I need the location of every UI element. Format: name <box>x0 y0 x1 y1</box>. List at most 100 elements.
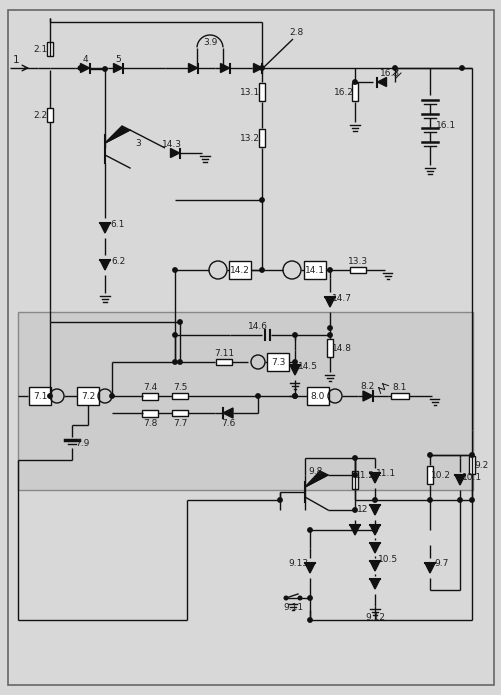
Circle shape <box>78 66 83 70</box>
Bar <box>468 456 474 474</box>
Polygon shape <box>424 563 434 573</box>
Circle shape <box>327 333 332 337</box>
Text: 8.0: 8.0 <box>310 391 325 400</box>
Bar <box>172 393 188 399</box>
Bar <box>77 387 99 405</box>
Text: 8.2: 8.2 <box>360 382 374 391</box>
Circle shape <box>260 66 264 70</box>
Bar <box>351 83 357 101</box>
Bar <box>267 353 289 371</box>
Circle shape <box>327 268 332 272</box>
Polygon shape <box>100 260 110 270</box>
Text: 10.1: 10.1 <box>461 473 481 482</box>
Text: 7.5: 7.5 <box>172 382 187 391</box>
Text: 2.8: 2.8 <box>288 28 303 37</box>
Text: 14.5: 14.5 <box>298 361 317 370</box>
Circle shape <box>292 333 297 337</box>
Text: 7.1: 7.1 <box>33 391 47 400</box>
Text: 7.8: 7.8 <box>142 418 157 427</box>
Bar <box>349 267 365 273</box>
Circle shape <box>277 498 282 502</box>
Bar <box>142 409 158 416</box>
Polygon shape <box>369 505 379 515</box>
Bar <box>390 393 408 399</box>
Text: 14.6: 14.6 <box>247 322 268 331</box>
Polygon shape <box>454 475 464 485</box>
Text: 9.8: 9.8 <box>308 466 323 475</box>
Text: 7.4: 7.4 <box>143 382 157 391</box>
Circle shape <box>172 268 177 272</box>
Circle shape <box>352 508 357 512</box>
Circle shape <box>48 394 52 398</box>
Polygon shape <box>170 149 179 158</box>
Circle shape <box>292 360 297 364</box>
Text: 4: 4 <box>82 54 88 63</box>
Polygon shape <box>113 63 122 72</box>
Polygon shape <box>105 126 130 143</box>
Circle shape <box>459 66 463 70</box>
Circle shape <box>260 198 264 202</box>
Bar <box>18 312 472 490</box>
Circle shape <box>110 394 114 398</box>
Circle shape <box>469 453 473 457</box>
Polygon shape <box>305 471 327 487</box>
Circle shape <box>292 394 297 398</box>
Text: 10.2: 10.2 <box>430 471 450 480</box>
Circle shape <box>392 66 396 70</box>
Text: 9.11: 9.11 <box>283 603 303 612</box>
Circle shape <box>172 360 177 364</box>
Text: 3: 3 <box>135 138 141 147</box>
Circle shape <box>352 80 357 84</box>
Text: 1: 1 <box>13 55 19 65</box>
Circle shape <box>372 498 376 502</box>
Text: 5: 5 <box>115 54 121 63</box>
Circle shape <box>469 498 473 502</box>
Circle shape <box>327 326 332 330</box>
Bar <box>29 387 51 405</box>
Circle shape <box>260 268 264 272</box>
Bar <box>307 387 328 405</box>
Text: 3.9: 3.9 <box>202 38 217 47</box>
Text: 14.7: 14.7 <box>331 293 351 302</box>
Polygon shape <box>220 63 229 72</box>
Polygon shape <box>222 408 232 418</box>
Circle shape <box>307 528 312 532</box>
Text: 6.1: 6.1 <box>111 220 125 229</box>
Bar <box>215 359 231 365</box>
Bar <box>47 108 53 122</box>
Text: 14.3: 14.3 <box>162 140 182 149</box>
Circle shape <box>352 456 357 460</box>
Text: 16.1: 16.1 <box>435 120 455 129</box>
Circle shape <box>292 394 297 398</box>
Circle shape <box>307 618 312 622</box>
Polygon shape <box>377 78 386 86</box>
Text: 6.2: 6.2 <box>111 256 125 265</box>
Text: 11.2: 11.2 <box>354 471 374 480</box>
Text: 10.5: 10.5 <box>377 555 397 564</box>
Text: 2.1: 2.1 <box>33 44 47 54</box>
Text: 14.1: 14.1 <box>305 265 324 275</box>
Text: 13.2: 13.2 <box>239 133 260 142</box>
Circle shape <box>284 596 287 600</box>
Circle shape <box>172 333 177 337</box>
Circle shape <box>427 498 431 502</box>
Text: 8.1: 8.1 <box>392 382 406 391</box>
Text: 14.2: 14.2 <box>229 265 249 275</box>
Circle shape <box>256 394 260 398</box>
Circle shape <box>298 596 301 600</box>
Polygon shape <box>324 297 334 307</box>
Bar <box>142 393 158 400</box>
Text: 13.1: 13.1 <box>239 88 260 97</box>
Text: 11.1: 11.1 <box>375 470 395 478</box>
Bar <box>426 466 432 484</box>
Text: 9.2: 9.2 <box>474 461 488 470</box>
Text: 13.3: 13.3 <box>347 256 367 265</box>
Circle shape <box>177 360 182 364</box>
Circle shape <box>372 528 376 532</box>
Polygon shape <box>369 561 379 571</box>
Text: 7.2: 7.2 <box>81 391 95 400</box>
Text: 9.12: 9.12 <box>364 614 384 623</box>
Text: 9.13: 9.13 <box>288 559 308 569</box>
Circle shape <box>177 320 182 324</box>
Circle shape <box>352 473 357 477</box>
